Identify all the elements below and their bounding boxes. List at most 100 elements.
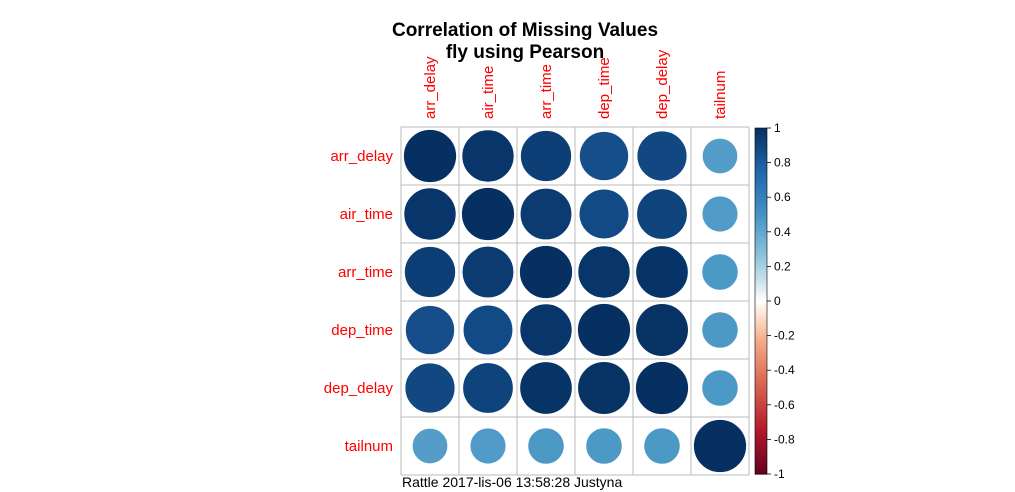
legend-swatch [755, 190, 767, 195]
legend-swatch [755, 356, 767, 361]
legend-swatch [755, 131, 767, 136]
legend-swatch [755, 204, 767, 209]
legend-tick-label: 0.4 [774, 225, 791, 239]
row-label-dep_delay: dep_delay [324, 380, 394, 397]
cell-arr_time-air_time [461, 245, 515, 299]
legend-swatch [755, 439, 767, 444]
cell-arr_time-dep_time [577, 245, 631, 299]
legend-swatch [755, 418, 767, 423]
legend-swatch [755, 134, 767, 139]
cell-arr_delay-tailnum [701, 137, 739, 175]
legend-swatch [755, 387, 767, 392]
legend-swatch [755, 366, 767, 371]
cell-dep_delay-dep_time [577, 361, 631, 415]
legend-swatch [755, 145, 767, 150]
legend-swatch [755, 290, 767, 295]
legend-swatch [755, 453, 767, 458]
cell-air_time-air_time [461, 187, 515, 241]
legend-swatch [755, 442, 767, 447]
cell-dep_delay-arr_delay [404, 362, 456, 414]
cell-dep_delay-air_time [462, 362, 514, 414]
legend-swatch [755, 325, 767, 330]
legend-swatch [755, 415, 767, 420]
cell-dep_delay-arr_time [519, 361, 573, 415]
legend-swatch [755, 467, 767, 472]
legend-tick-label: -0.2 [774, 329, 795, 343]
legend-swatch [755, 231, 767, 236]
cell-dep_delay-dep_delay [635, 361, 689, 415]
column-label-tailnum: tailnum [712, 71, 729, 119]
legend-swatch [755, 373, 767, 378]
legend-swatch [755, 200, 767, 205]
legend-tick-label: -0.6 [774, 398, 795, 412]
row-label-tailnum: tailnum [345, 438, 393, 455]
caption: Rattle 2017-lis-06 13:58:28 Justyna [402, 474, 622, 490]
chart-subtitle: fly using Pearson [446, 42, 604, 63]
legend-swatch [755, 235, 767, 240]
legend-swatch [755, 297, 767, 302]
legend-swatch [755, 345, 767, 351]
legend-swatch [755, 266, 767, 271]
legend-swatch [755, 280, 767, 285]
matrix-cells [403, 129, 747, 473]
cell-air_time-dep_time [578, 188, 630, 240]
legend-swatch [755, 283, 767, 288]
legend-swatch [755, 259, 767, 264]
legend-swatch [755, 287, 767, 292]
cell-dep_time-arr_time [519, 303, 573, 357]
legend-swatch [755, 339, 767, 344]
legend-swatch [755, 128, 767, 133]
legend-swatch [755, 377, 767, 382]
cell-dep_time-dep_time [577, 303, 631, 357]
column-label-arr_delay: arr_delay [422, 56, 439, 119]
legend-swatch [755, 394, 767, 399]
legend-tick-label: -0.8 [774, 432, 795, 446]
legend-swatch [755, 349, 767, 354]
legend-tick-label: -1 [774, 467, 785, 481]
legend-swatch [755, 138, 767, 143]
row-label-dep_time: dep_time [331, 322, 393, 339]
cell-arr_time-arr_delay [404, 246, 456, 298]
cell-arr_time-arr_time [519, 245, 573, 299]
legend-swatch [755, 256, 767, 261]
cell-tailnum-arr_time [527, 427, 565, 465]
legend-swatch [755, 262, 767, 267]
legend-swatch [755, 176, 767, 181]
legend-swatch [755, 408, 767, 413]
legend-swatch [755, 335, 767, 340]
legend-swatch [755, 463, 767, 468]
legend-swatch [755, 342, 767, 347]
column-label-dep_delay: dep_delay [654, 49, 671, 119]
legend-swatch [755, 460, 767, 465]
legend-swatch [755, 449, 767, 454]
legend-swatch [755, 252, 767, 257]
legend-swatch [755, 411, 767, 416]
legend-swatch [755, 304, 767, 309]
column-label-arr_time: arr_time [538, 64, 555, 119]
legend-swatch [755, 211, 767, 216]
cell-tailnum-arr_delay [411, 427, 449, 465]
legend-swatch [755, 245, 767, 250]
legend-swatch [755, 425, 767, 430]
cell-dep_time-arr_delay [405, 305, 455, 355]
legend-tick-label: 0 [774, 294, 781, 308]
legend-swatch [755, 238, 767, 243]
legend-swatch [755, 269, 767, 274]
cell-tailnum-dep_time [585, 427, 623, 465]
legend-swatch [755, 363, 767, 368]
legend-swatch [755, 301, 767, 306]
cell-dep_time-air_time [462, 304, 514, 356]
legend-swatch [755, 214, 767, 219]
legend-swatch [755, 359, 767, 364]
legend-swatch [755, 197, 767, 202]
legend-swatch [755, 404, 767, 409]
legend-swatch [755, 221, 767, 226]
row-label-arr_delay: arr_delay [330, 148, 393, 165]
legend-tick-label: 0.8 [774, 156, 791, 170]
cell-tailnum-air_time [469, 427, 507, 465]
column-label-air_time: air_time [480, 66, 497, 119]
legend-swatch [755, 397, 767, 402]
cell-tailnum-dep_delay [643, 427, 681, 465]
legend-swatch [755, 311, 767, 316]
